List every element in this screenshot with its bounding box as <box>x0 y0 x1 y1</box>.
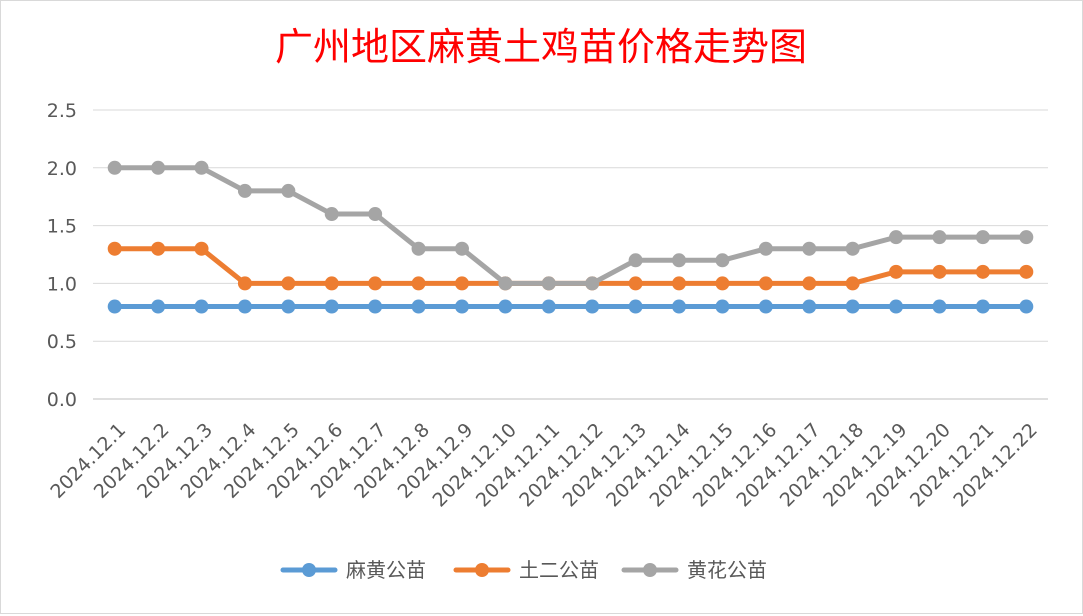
data-point <box>107 299 122 314</box>
data-point <box>324 276 339 291</box>
data-point <box>889 264 904 279</box>
legend: 麻黄公苗 土二公苗 黄花公苗 <box>280 558 767 582</box>
data-point <box>845 241 860 256</box>
data-point <box>628 276 643 291</box>
data-point <box>281 276 296 291</box>
data-point <box>1019 230 1034 245</box>
series-line <box>112 246 1029 286</box>
data-point <box>975 264 990 279</box>
data-point <box>368 276 383 291</box>
data-point <box>585 299 600 314</box>
data-point <box>281 183 296 198</box>
data-point <box>715 299 730 314</box>
data-point <box>758 299 773 314</box>
data-point <box>889 299 904 314</box>
data-point <box>411 276 426 291</box>
data-point <box>411 241 426 256</box>
data-point <box>151 241 166 256</box>
data-point <box>237 276 252 291</box>
data-point <box>932 299 947 314</box>
data-point <box>889 230 904 245</box>
y-tick-label: 2.5 <box>47 100 77 122</box>
x-axis-tick-labels: 2024.12.12024.12.22024.12.32024.12.42024… <box>46 419 1042 511</box>
data-point <box>194 241 209 256</box>
data-point <box>1019 264 1034 279</box>
y-tick-label: 2.0 <box>47 158 77 180</box>
data-point <box>107 160 122 175</box>
y-tick-label: 0.0 <box>47 389 77 411</box>
legend-item: 麻黄公苗 <box>280 558 426 582</box>
data-point <box>151 160 166 175</box>
data-point <box>802 241 817 256</box>
data-point <box>715 253 730 268</box>
data-point <box>237 299 252 314</box>
data-point <box>411 299 426 314</box>
series-group <box>107 160 1034 314</box>
data-point <box>237 183 252 198</box>
legend-label: 土二公苗 <box>519 558 599 582</box>
data-point <box>715 276 730 291</box>
data-point <box>151 299 166 314</box>
data-point <box>498 276 513 291</box>
legend-label: 黄花公苗 <box>687 558 767 582</box>
data-point <box>454 299 469 314</box>
data-point <box>541 276 556 291</box>
gridlines <box>93 109 1048 400</box>
data-point <box>541 299 556 314</box>
data-point <box>672 299 687 314</box>
chart-title: 广州地区麻黄土鸡苗价格走势图 <box>275 25 807 69</box>
data-point <box>368 207 383 222</box>
data-point <box>672 276 687 291</box>
data-point <box>585 276 600 291</box>
data-point <box>628 299 643 314</box>
data-point <box>194 299 209 314</box>
legend-swatch-marker <box>643 563 657 577</box>
y-tick-label: 1.5 <box>47 216 77 238</box>
data-point <box>932 230 947 245</box>
data-point <box>107 241 122 256</box>
data-point <box>194 160 209 175</box>
data-point <box>758 276 773 291</box>
data-point <box>454 241 469 256</box>
y-tick-label: 0.5 <box>47 331 77 353</box>
series-3 <box>107 160 1034 291</box>
series-line <box>112 165 1029 286</box>
y-tick-label: 1.0 <box>47 273 77 295</box>
data-point <box>672 253 687 268</box>
data-point <box>845 276 860 291</box>
data-point <box>281 299 296 314</box>
data-point <box>975 299 990 314</box>
data-point <box>758 241 773 256</box>
data-point <box>802 276 817 291</box>
series-1 <box>107 299 1034 314</box>
data-point <box>975 230 990 245</box>
data-point <box>628 253 643 268</box>
data-point <box>454 276 469 291</box>
y-axis-tick-labels: 0.0 0.5 1.0 1.5 2.0 2.5 <box>47 100 77 411</box>
data-point <box>1019 299 1034 314</box>
legend-swatch-marker <box>302 563 316 577</box>
data-point <box>932 264 947 279</box>
data-point <box>368 299 383 314</box>
data-point <box>324 299 339 314</box>
legend-item: 土二公苗 <box>453 558 599 582</box>
legend-swatch-marker <box>475 563 489 577</box>
legend-item: 黄花公苗 <box>621 558 767 582</box>
data-point <box>845 299 860 314</box>
data-point <box>498 299 513 314</box>
legend-label: 麻黄公苗 <box>346 558 426 582</box>
data-point <box>802 299 817 314</box>
data-point <box>324 207 339 222</box>
